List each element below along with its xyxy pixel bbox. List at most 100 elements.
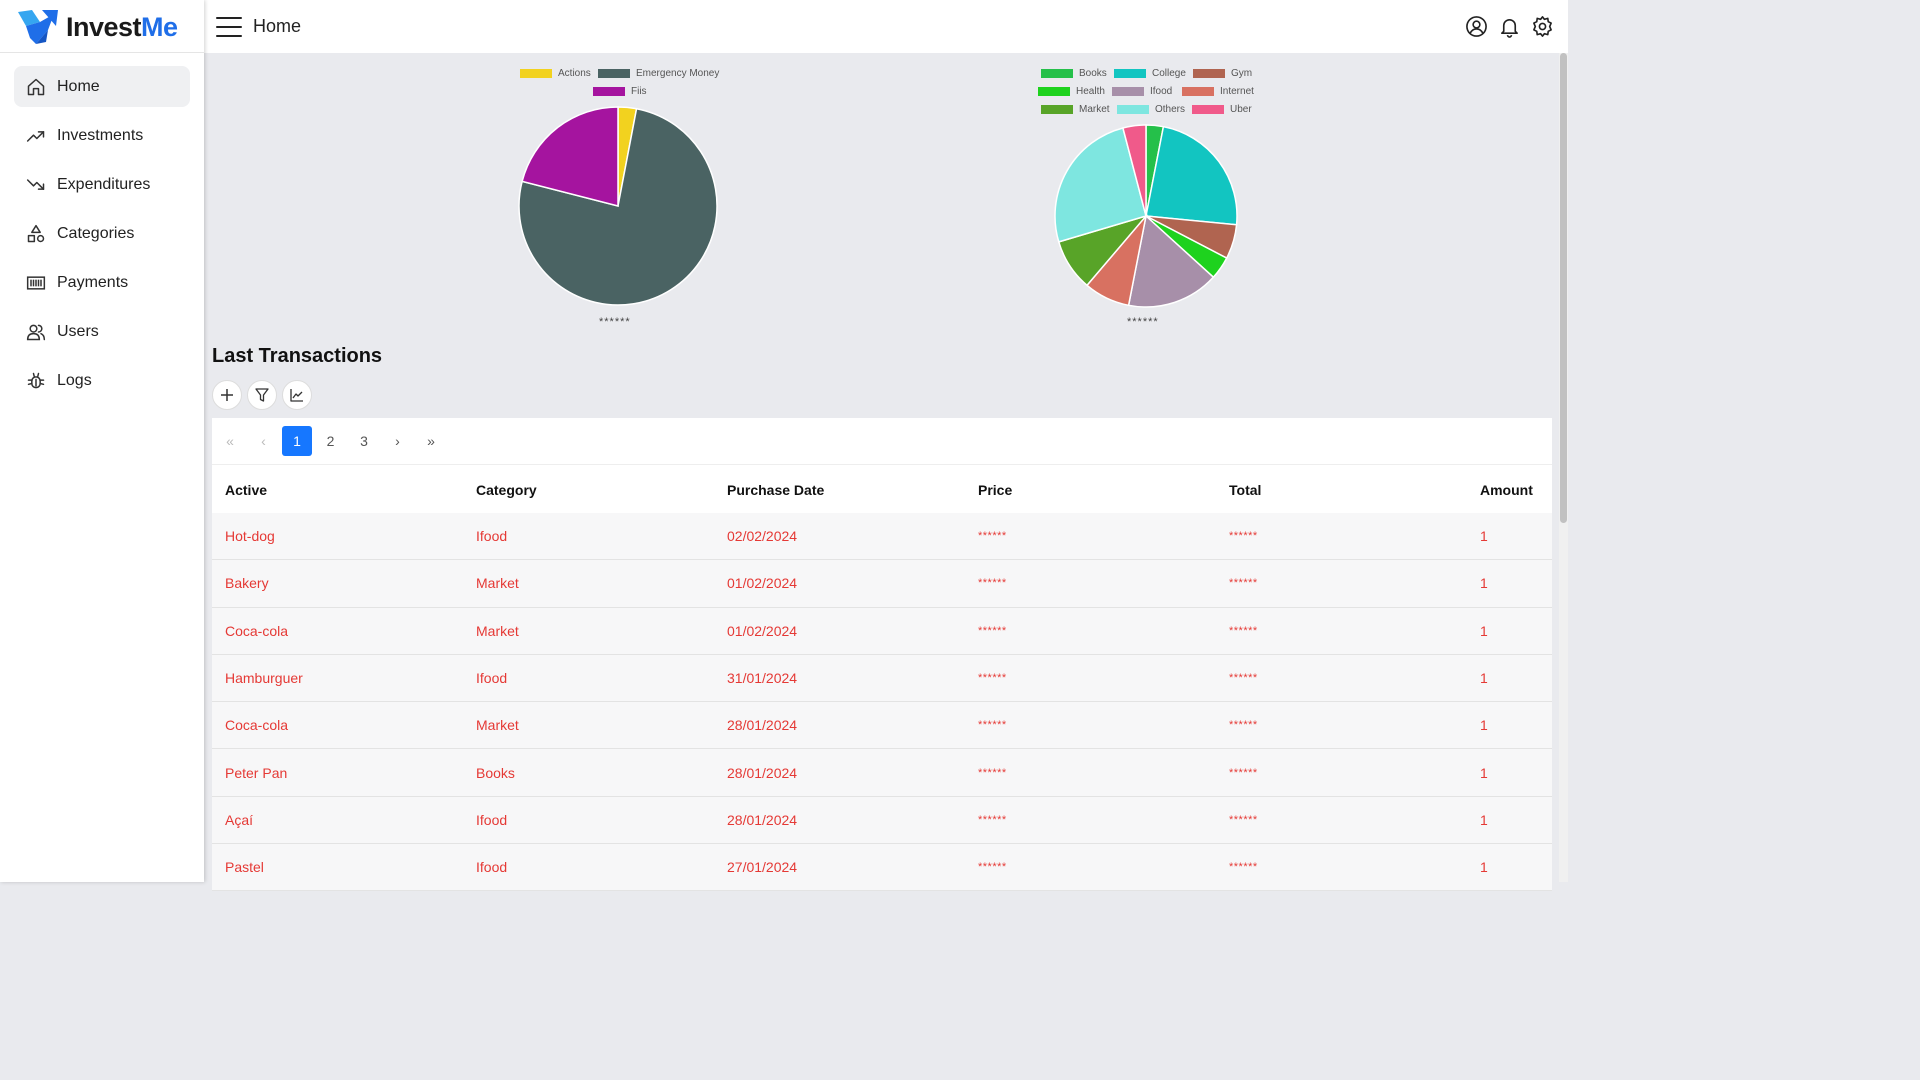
cell-category: Ifood xyxy=(476,811,508,828)
pie-slice-uber[interactable] xyxy=(1122,124,1147,217)
legend-swatch xyxy=(1117,105,1149,114)
sidebar-item-label: Expenditures xyxy=(57,175,151,193)
filter-button[interactable] xyxy=(247,380,277,410)
pie-slice-others[interactable] xyxy=(1054,127,1147,243)
cell-purchase-date: 01/02/2024 xyxy=(727,575,798,592)
scrollbar[interactable] xyxy=(1559,53,1568,882)
table-row[interactable]: Hamburguer Ifood 31/01/2024 ****** *****… xyxy=(212,654,1552,703)
pagination: « ‹ 1 2 3 › » xyxy=(212,418,450,464)
legend-item-gym[interactable]: Gym xyxy=(1193,68,1252,79)
cell-total: ****** xyxy=(1229,577,1258,590)
cell-purchase-date: 02/02/2024 xyxy=(727,528,798,545)
page-button-3[interactable]: 3 xyxy=(360,433,368,449)
cell-category: Ifood xyxy=(476,528,508,545)
legend-item-fiis[interactable]: Fiis xyxy=(593,86,647,97)
cell-purchase-date: 28/01/2024 xyxy=(727,717,798,734)
menu-toggle-icon[interactable] xyxy=(216,16,242,37)
cell-category: Market xyxy=(476,575,519,592)
table-row[interactable]: Coca-cola Market 01/02/2024 ****** *****… xyxy=(212,607,1552,655)
cell-active: Hamburguer xyxy=(225,670,303,687)
sidebar-item-investments[interactable]: Investments xyxy=(14,115,190,156)
barcode-icon xyxy=(26,275,46,290)
cell-price: ****** xyxy=(978,624,1007,637)
legend-item-books[interactable]: Books xyxy=(1041,68,1107,79)
chart-button[interactable] xyxy=(282,380,312,410)
last-page-button[interactable]: » xyxy=(427,433,435,449)
trending-up-icon xyxy=(26,130,45,142)
page-title: Home xyxy=(253,16,302,36)
first-page-button[interactable]: « xyxy=(226,433,234,449)
legend-item-college[interactable]: College xyxy=(1114,68,1186,79)
column-header-total[interactable]: Total xyxy=(1229,481,1262,498)
sidebar-nav: Home Investments Expenditures Categories… xyxy=(14,66,190,409)
account-icon[interactable] xyxy=(1465,15,1488,38)
column-header-category[interactable]: Category xyxy=(476,481,537,498)
cell-active: Hot-dog xyxy=(225,528,275,545)
sidebar-item-label: Home xyxy=(57,77,100,95)
cell-purchase-date: 28/01/2024 xyxy=(727,811,798,828)
brand-logo[interactable]: InvestMe xyxy=(16,8,178,46)
legend-swatch xyxy=(593,87,625,96)
gear-icon[interactable] xyxy=(1531,15,1554,38)
cell-price: ****** xyxy=(978,766,1007,779)
sidebar-item-payments[interactable]: Payments xyxy=(14,262,190,303)
divider xyxy=(212,464,1552,465)
sidebar-item-categories[interactable]: Categories xyxy=(14,213,190,254)
cell-price: ****** xyxy=(978,719,1007,732)
pie-slice-fiis[interactable] xyxy=(521,106,619,207)
shapes-icon xyxy=(27,224,45,242)
top-bar: Home xyxy=(204,0,1568,53)
legend-swatch xyxy=(598,69,630,78)
next-page-button[interactable]: › xyxy=(395,433,400,449)
sidebar-item-users[interactable]: Users xyxy=(14,311,190,352)
chart-caption: ****** xyxy=(599,316,631,328)
table-row[interactable]: Bakery Market 01/02/2024 ****** ****** 1 xyxy=(212,560,1552,608)
cell-total: ****** xyxy=(1229,672,1258,685)
legend-item-market[interactable]: Market xyxy=(1041,104,1110,115)
cell-amount: 1 xyxy=(1480,764,1488,781)
table-row[interactable]: Pastel Ifood 27/01/2024 ****** ****** 1 xyxy=(212,844,1552,892)
cell-total: ****** xyxy=(1229,861,1258,874)
legend-item-uber[interactable]: Uber xyxy=(1192,104,1252,115)
legend-item-ifood[interactable]: Ifood xyxy=(1112,86,1172,97)
legend-item-emergency-money[interactable]: Emergency Money xyxy=(598,68,719,79)
legend-swatch xyxy=(1041,105,1073,114)
cell-active: Bakery xyxy=(225,575,269,592)
table-row[interactable]: Açaí Ifood 28/01/2024 ****** ****** 1 xyxy=(212,796,1552,845)
legend-item-actions[interactable]: Actions xyxy=(520,68,591,79)
trending-down-icon xyxy=(26,178,45,190)
table-row[interactable]: Peter Pan Books 28/01/2024 ****** ******… xyxy=(212,749,1552,797)
cell-price: ****** xyxy=(978,813,1007,826)
bell-icon[interactable] xyxy=(1498,15,1521,38)
table-row[interactable]: Hot-dog Ifood 02/02/2024 ****** ****** 1 xyxy=(212,513,1552,561)
column-header-purchase-date[interactable]: Purchase Date xyxy=(727,481,825,498)
cell-total: ****** xyxy=(1229,813,1258,826)
column-header-active[interactable]: Active xyxy=(225,481,268,498)
sidebar-item-label: Logs xyxy=(57,371,92,389)
sidebar-item-expenditures[interactable]: Expenditures xyxy=(14,164,190,205)
column-header-price[interactable]: Price xyxy=(978,481,1013,498)
legend-item-health[interactable]: Health xyxy=(1038,86,1105,97)
page-button-1[interactable]: 1 xyxy=(282,426,312,456)
cell-purchase-date: 31/01/2024 xyxy=(727,670,798,687)
legend-item-others[interactable]: Others xyxy=(1117,104,1185,115)
sidebar-item-home[interactable]: Home xyxy=(14,66,190,107)
legend-item-internet[interactable]: Internet xyxy=(1182,86,1254,97)
add-button[interactable] xyxy=(212,380,242,410)
logo-arrow-icon xyxy=(18,10,58,44)
column-header-amount[interactable]: Amount xyxy=(1480,481,1533,498)
table-row[interactable]: Coca-cola Market 28/01/2024 ****** *****… xyxy=(212,702,1552,750)
sidebar: InvestMe Home Investments Expenditures C… xyxy=(0,0,204,882)
legend-swatch xyxy=(520,69,552,78)
prev-page-button[interactable]: ‹ xyxy=(261,433,266,449)
chart-caption: ****** xyxy=(1127,316,1159,328)
legend-swatch xyxy=(1114,69,1146,78)
divider xyxy=(0,52,204,53)
sidebar-item-logs[interactable]: Logs xyxy=(14,360,190,401)
pie-slice-college[interactable] xyxy=(1145,125,1238,226)
pie-slice-emergency-money[interactable] xyxy=(518,107,718,306)
pie-slice-ifood[interactable] xyxy=(1127,214,1215,308)
scrollbar-thumb[interactable] xyxy=(1560,53,1567,523)
cell-total: ****** xyxy=(1229,530,1258,543)
page-button-2[interactable]: 2 xyxy=(326,433,335,449)
